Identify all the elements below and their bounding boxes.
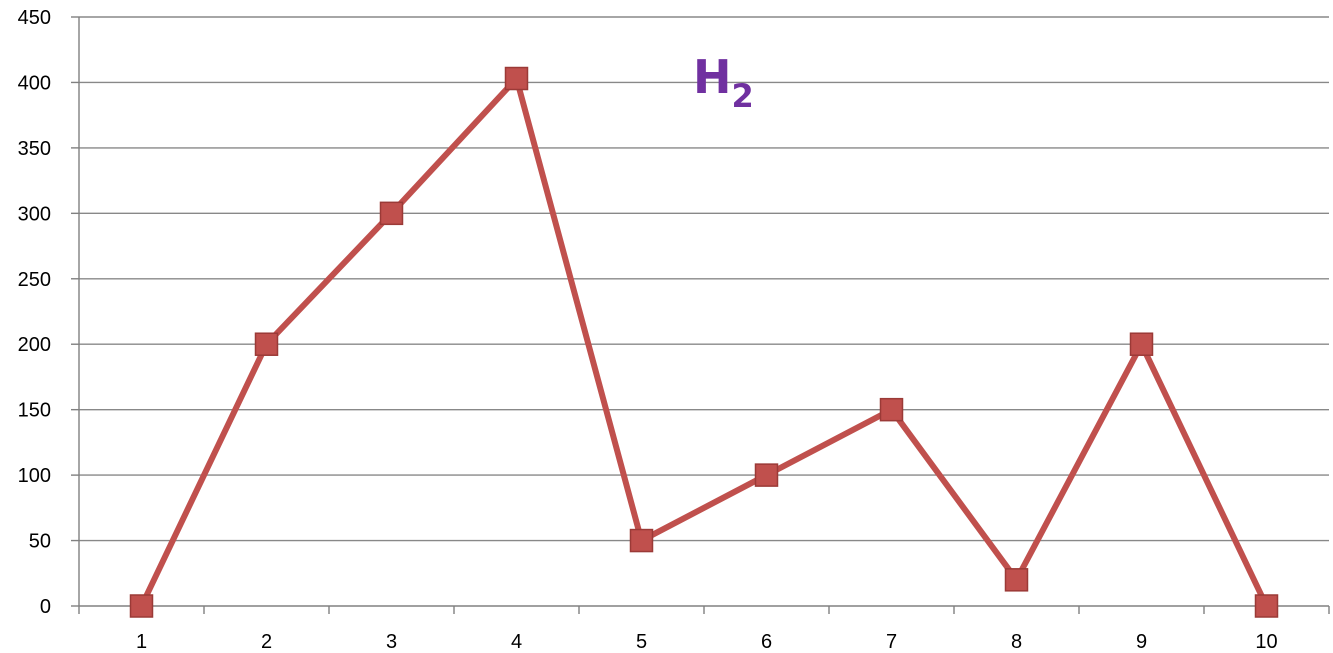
series xyxy=(129,66,1279,618)
x-tick-label: 4 xyxy=(511,631,522,653)
x-tick-label: 5 xyxy=(636,631,647,653)
data-point-marker xyxy=(879,397,904,422)
y-tick-label: 400 xyxy=(18,72,51,94)
x-tick-label: 9 xyxy=(1136,631,1147,653)
y-tick-label: 100 xyxy=(18,465,51,487)
data-point-marker xyxy=(629,528,654,553)
x-axis-tick-labels: 1 2 3 4 5 6 7 8 9 10 xyxy=(136,631,1278,653)
x-tick-label: 3 xyxy=(386,631,397,653)
y-axis-tick-labels: 0 50 100 150 200 250 300 350 400 450 xyxy=(18,7,51,618)
chart-title: H2 xyxy=(693,50,754,115)
axes xyxy=(71,16,1330,614)
x-tick-label: 1 xyxy=(136,631,147,653)
data-point-marker xyxy=(254,332,279,356)
y-tick-label: 150 xyxy=(18,400,51,422)
chart-title-subscript: 2 xyxy=(732,77,754,115)
y-tick-label: 250 xyxy=(18,269,51,291)
y-tick-label: 200 xyxy=(18,334,51,356)
series-line xyxy=(138,75,1270,608)
data-point-marker xyxy=(129,594,154,618)
x-tick-label: 7 xyxy=(886,631,897,653)
y-tick-label: 450 xyxy=(18,7,51,29)
x-tick-label: 10 xyxy=(1255,631,1277,653)
chart-title-main: H xyxy=(693,50,732,104)
x-tick-label: 8 xyxy=(1011,631,1022,653)
y-tick-label: 350 xyxy=(18,138,51,160)
data-point-marker xyxy=(1254,594,1279,618)
x-tick-label: 6 xyxy=(761,631,772,653)
gridlines xyxy=(79,16,1329,542)
x-tick-label: 2 xyxy=(261,631,272,653)
data-point-marker xyxy=(754,463,779,487)
data-point-marker xyxy=(379,201,404,226)
y-tick-label: 300 xyxy=(18,203,51,225)
y-tick-label: 0 xyxy=(40,596,51,618)
data-point-marker xyxy=(1004,568,1029,592)
data-point-marker xyxy=(504,66,529,91)
data-point-marker xyxy=(1129,332,1154,356)
y-tick-label: 50 xyxy=(29,531,51,553)
